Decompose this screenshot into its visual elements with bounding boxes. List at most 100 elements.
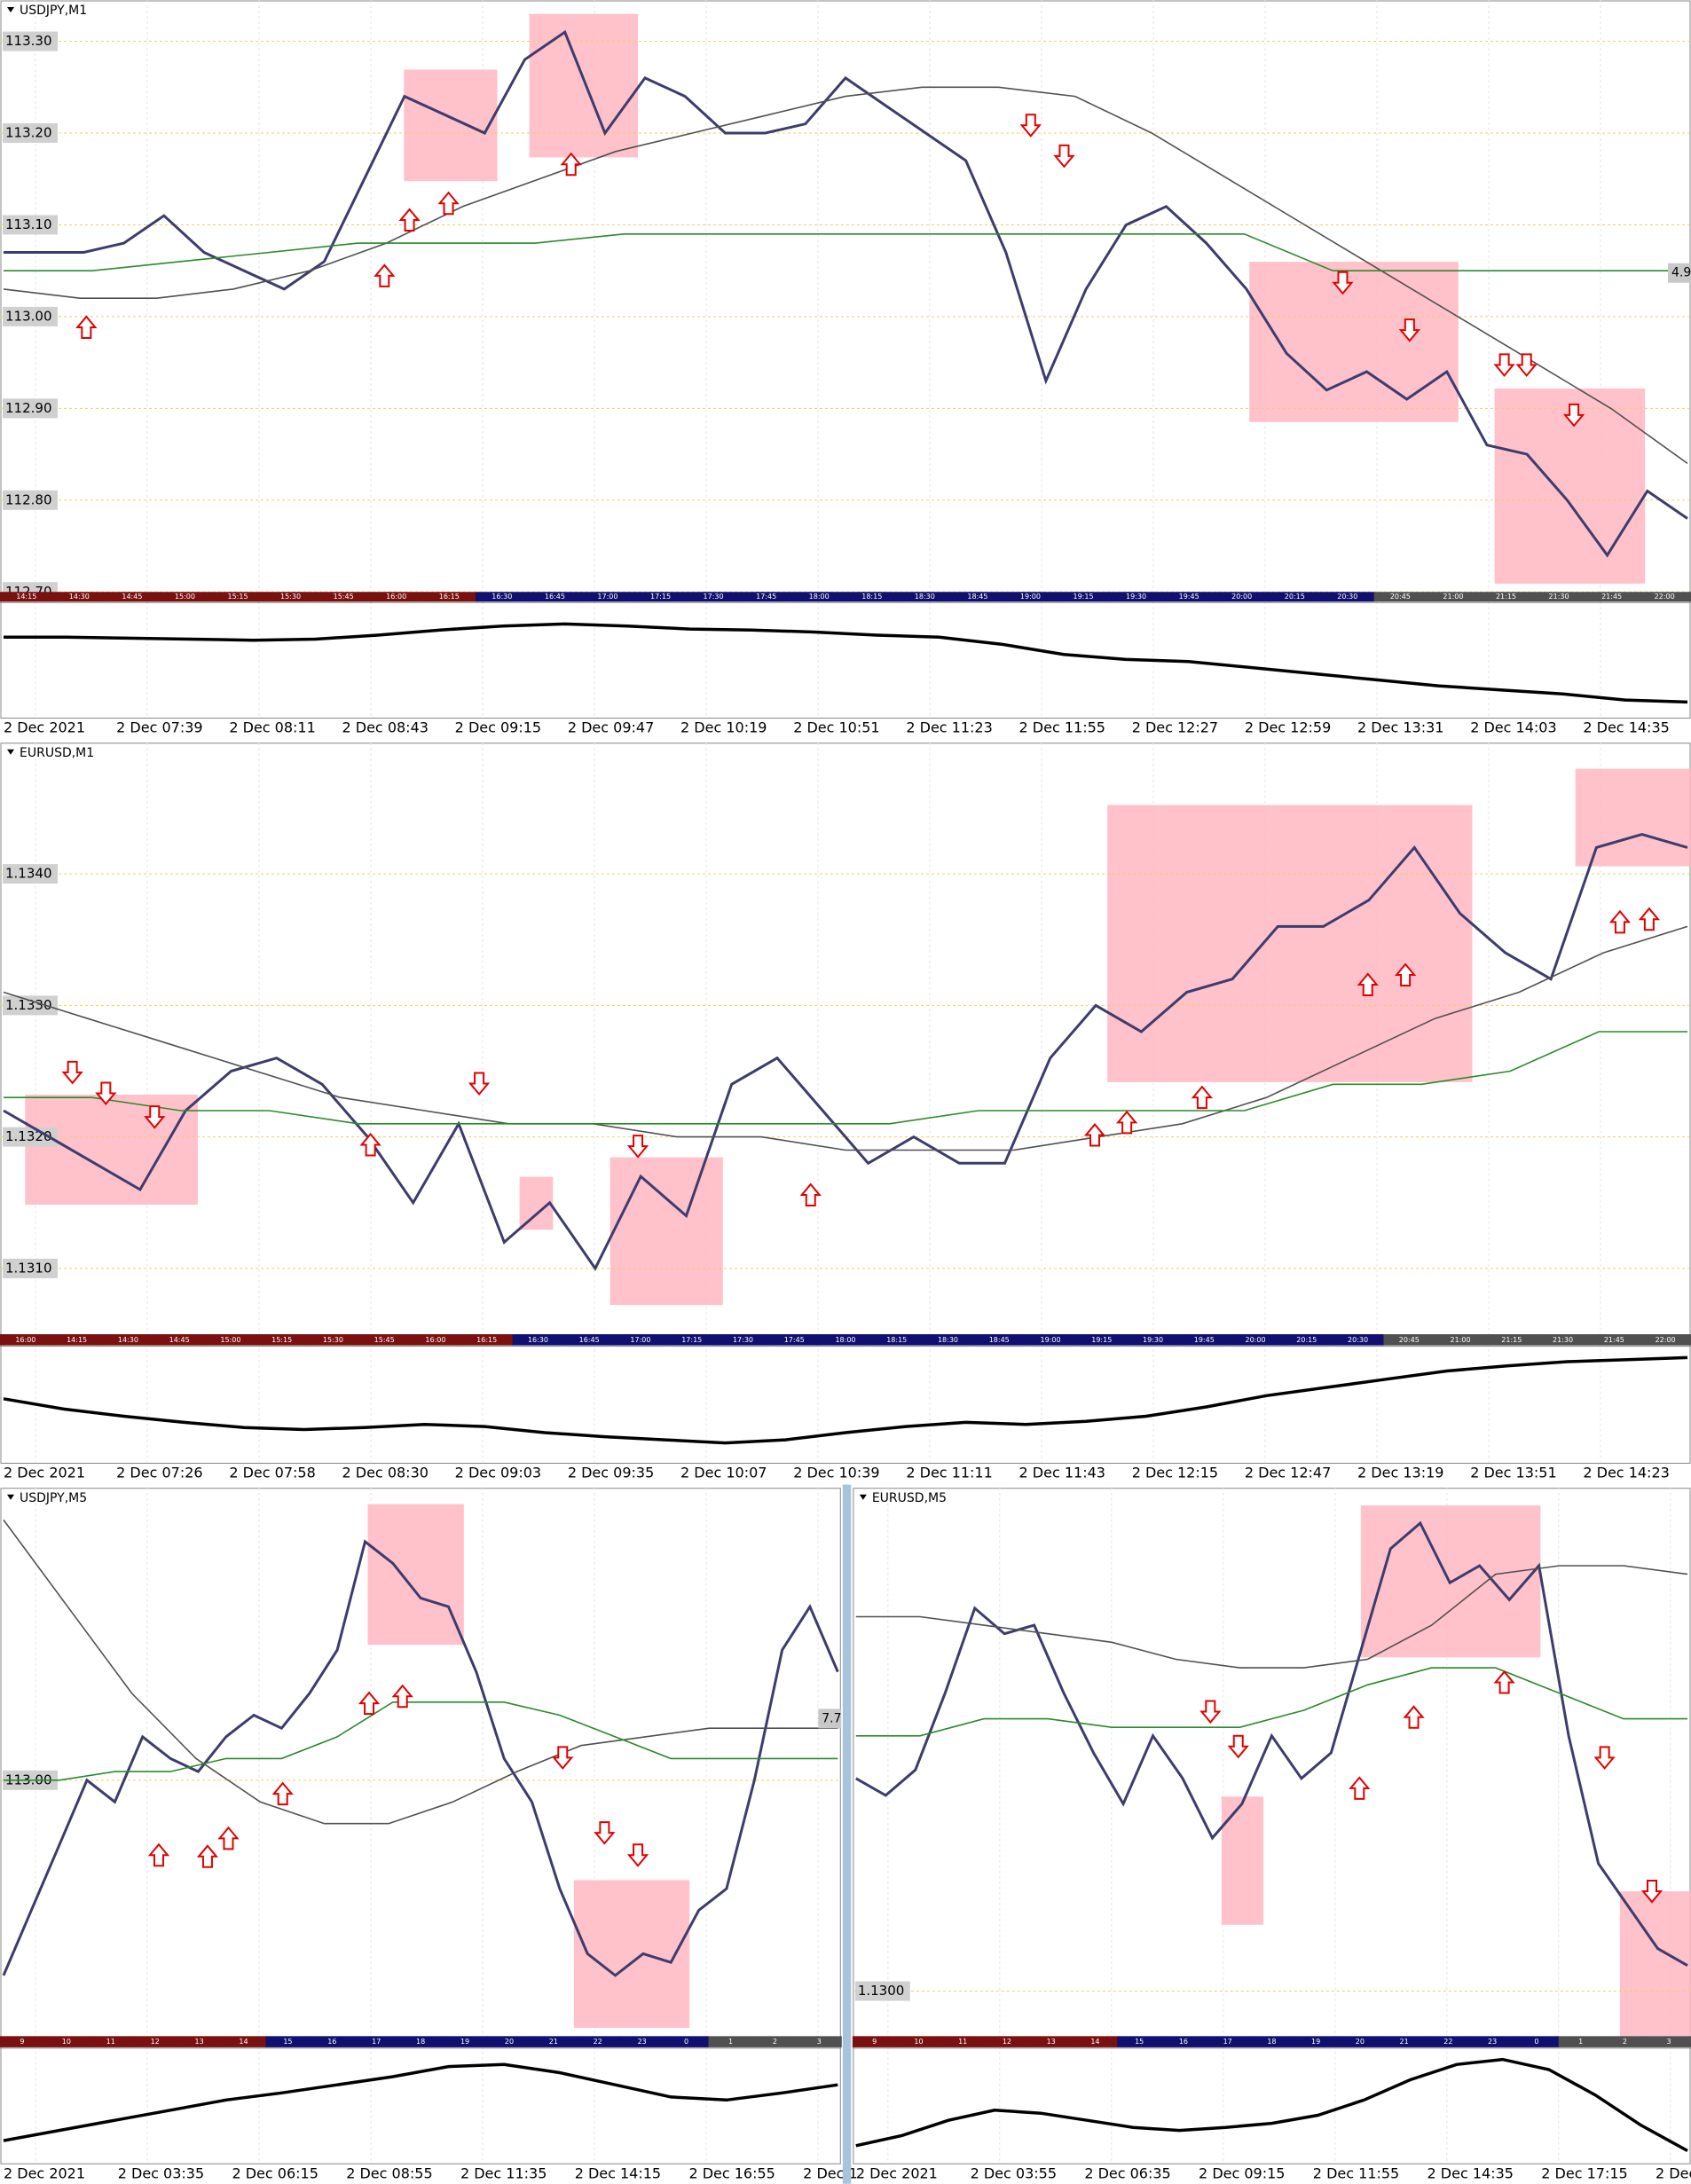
indicator-line xyxy=(855,2057,1688,2153)
time-label: 22 xyxy=(1443,2038,1452,2046)
time-cell xyxy=(1470,2036,1515,2047)
signal-arrow xyxy=(1115,1110,1138,1135)
time-label: 23 xyxy=(638,2038,647,2046)
time-label: 18:15 xyxy=(861,593,882,601)
date-label: 2 Dec 11:55 xyxy=(1019,719,1105,736)
time-cell xyxy=(752,2036,798,2047)
date-label: 2 Dec 17:15 xyxy=(1541,2164,1627,2181)
y-tick-label: 1.1310 xyxy=(5,1260,52,1276)
price-line xyxy=(2,1539,839,1977)
time-cell xyxy=(512,1334,564,1346)
time-label: 21 xyxy=(1400,2038,1409,2046)
time-label: 18 xyxy=(1267,2038,1276,2046)
time-label: 18:45 xyxy=(967,593,987,601)
time-label: 14 xyxy=(239,2038,248,2046)
indicator-line xyxy=(3,2062,838,2142)
signal-arrow xyxy=(1191,1085,1214,1110)
splitter xyxy=(842,1484,852,2184)
time-label: 17 xyxy=(372,2038,381,2046)
time-cell xyxy=(310,2036,355,2047)
time-cell xyxy=(739,592,793,602)
date-label: 2 Dec 2021 xyxy=(4,1465,85,1481)
title-triangle xyxy=(7,7,14,12)
time-label: 14:30 xyxy=(69,593,90,601)
signal-arrow xyxy=(1640,1880,1663,1904)
time-label: 19:45 xyxy=(1179,593,1199,601)
time-label: 18:30 xyxy=(938,1336,958,1344)
time-label: 16:45 xyxy=(579,1336,600,1344)
chart-title: USDJPY,M1 xyxy=(20,4,87,18)
time-label: 19:00 xyxy=(1040,1336,1060,1344)
date-label: 2 Dec 16:55 xyxy=(688,2164,775,2181)
date-label: 2 Dec 08:55 xyxy=(346,2164,432,2181)
time-label: 16:15 xyxy=(439,593,460,601)
time-cell xyxy=(1640,1334,1691,1346)
time-label: 21:30 xyxy=(1553,1336,1573,1344)
time-cell xyxy=(1178,1334,1231,1346)
time-cell xyxy=(476,592,530,602)
time-label: 19:00 xyxy=(1020,593,1041,601)
time-label: 18 xyxy=(416,2038,425,2046)
time-label: 20:30 xyxy=(1348,1336,1368,1344)
time-cell xyxy=(1485,1334,1538,1346)
signal-arrow xyxy=(626,1843,649,1867)
price-label-bg xyxy=(3,398,58,419)
date-label: 2 Dec 08:30 xyxy=(342,1465,429,1481)
time-label: 23 xyxy=(1488,2038,1497,2046)
time-label: 18:00 xyxy=(835,1336,855,1344)
time-cell xyxy=(1294,2036,1339,2047)
time-label: 20:00 xyxy=(1246,1336,1266,1344)
time-label: 16:30 xyxy=(492,593,512,601)
time-cell xyxy=(951,592,1005,602)
time-cell xyxy=(615,1334,667,1346)
y-tick-label: 113.20 xyxy=(5,125,52,141)
time-label: 15:00 xyxy=(220,1336,240,1344)
zone xyxy=(610,1157,723,1306)
time-cell xyxy=(88,2036,134,2047)
time-cell xyxy=(1647,2036,1691,2047)
time-cell xyxy=(369,592,423,602)
chart-panel: 1.1340 1.1330 1.1320 1.1310 EURUSD,M1 16:00 14… xyxy=(0,742,1691,1481)
signal-arrow xyxy=(1349,1776,1371,1800)
date-label: 2 Dec 13:19 xyxy=(1357,1465,1443,1481)
date-label: 2 Dec 1 xyxy=(1656,2164,1691,2181)
time-label: 9 xyxy=(20,2038,24,2046)
time-cell xyxy=(1249,2036,1294,2047)
time-cell xyxy=(307,1334,359,1346)
time-cell xyxy=(263,592,318,602)
time-cell xyxy=(1373,592,1428,602)
y-tick-label: 1.1320 xyxy=(5,1128,52,1144)
price-line xyxy=(4,29,1688,558)
signal-arrow xyxy=(1227,1734,1249,1759)
price-line xyxy=(4,1701,838,1781)
signal-arrow xyxy=(1562,403,1585,428)
time-label: 15:15 xyxy=(227,593,248,601)
signal-arrow xyxy=(147,1842,170,1867)
date-label: 2 Dec 10:39 xyxy=(793,1465,879,1481)
time-cell xyxy=(1003,592,1058,602)
time-label: 22 xyxy=(594,2038,602,2046)
time-label: 21:00 xyxy=(1443,593,1463,601)
time-label: 20 xyxy=(1356,2038,1365,2046)
time-cell xyxy=(317,592,371,602)
y-tick-label: 112.80 xyxy=(5,491,52,507)
time-label: 12 xyxy=(1003,2038,1011,2046)
time-label: 19:30 xyxy=(1143,1336,1163,1344)
signal-arrow xyxy=(217,1826,240,1850)
time-label: 21:00 xyxy=(1451,1336,1471,1344)
time-cell xyxy=(528,592,582,602)
time-cell xyxy=(487,2036,532,2047)
signal-arrow xyxy=(1403,1705,1425,1729)
time-cell xyxy=(1075,1334,1129,1346)
time-label: 9 xyxy=(872,2038,877,2046)
time-cell xyxy=(940,2036,986,2047)
time-cell xyxy=(1109,592,1163,602)
time-cell xyxy=(1381,2036,1428,2047)
time-cell xyxy=(1638,592,1691,602)
time-label: 19:15 xyxy=(1073,593,1093,601)
signal-arrow xyxy=(1332,271,1354,295)
zone xyxy=(1619,1891,1691,2037)
time-cell xyxy=(664,2036,710,2047)
time-cell xyxy=(221,2036,266,2047)
y-tick-label: 112.90 xyxy=(5,400,52,416)
